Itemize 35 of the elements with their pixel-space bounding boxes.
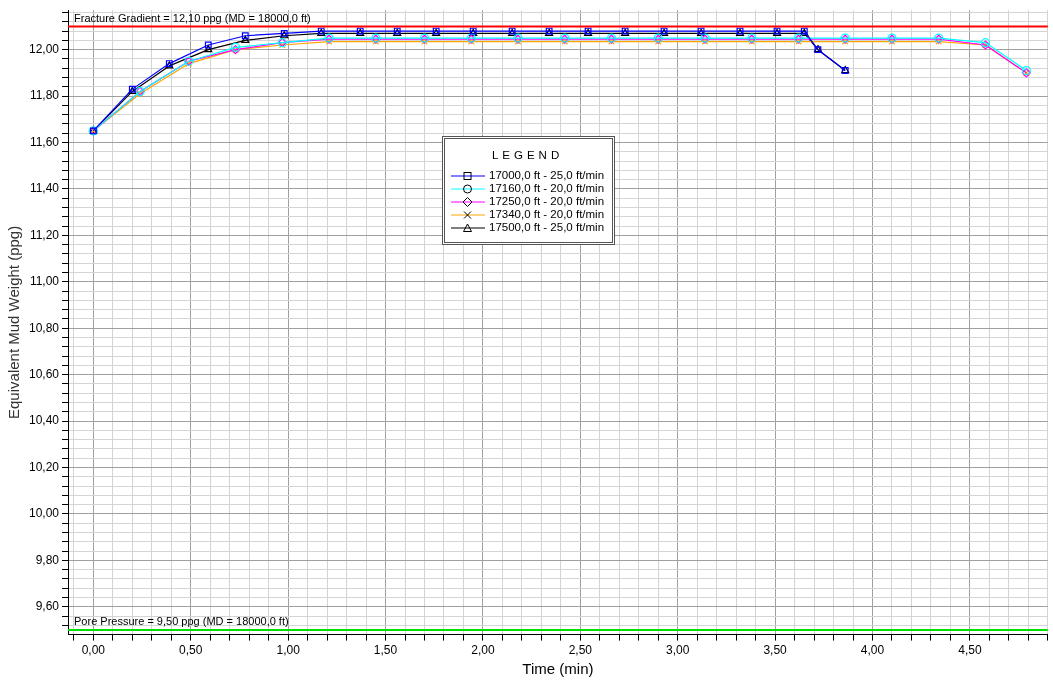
legend-label: 17160,0 ft - 20,0 ft/min <box>489 182 605 195</box>
y-tick-label: 10,60 <box>29 366 60 381</box>
x-tick-label: 3,50 <box>763 643 788 658</box>
legend-label: 17500,0 ft - 25,0 ft/min <box>489 221 605 234</box>
legend-title: LEGEND <box>490 149 565 161</box>
y-tick-label: 12,00 <box>29 41 60 56</box>
x-tick-label: 0,50 <box>179 643 203 658</box>
y-tick-label: 10,80 <box>29 320 60 335</box>
x-tick-label: 1,50 <box>373 643 398 658</box>
point <box>204 45 213 53</box>
x-tick-label: 0,00 <box>81 643 106 658</box>
x-tick-label: 3,00 <box>666 643 690 658</box>
y-tick-label: 11,60 <box>29 134 60 149</box>
y-tick-label: 11,20 <box>29 227 60 242</box>
y-tick-label: 11,40 <box>29 181 60 196</box>
x-tick-label: 4,50 <box>958 643 982 658</box>
y-tick-label: 10,20 <box>29 459 60 474</box>
x-tick-label: 2,00 <box>471 643 495 658</box>
y-axis-title: Equivalent Mud Weight (ppg) <box>5 225 23 419</box>
y-tick-label: 10,00 <box>29 506 60 521</box>
legend-label: 17340,0 ft - 20,0 ft/min <box>489 208 605 221</box>
ref-line-label: Fracture Gradient = 12,10 ppg (MD = 18000,0 ft) <box>74 11 311 24</box>
y-tick-label: 9,60 <box>35 599 60 614</box>
legend-label: 17000,0 ft - 25,0 ft/min <box>489 169 605 182</box>
x-tick-label: 4,00 <box>860 643 885 658</box>
y-tick-label: 9,80 <box>35 552 60 567</box>
y-tick-label: 11,00 <box>29 274 60 289</box>
legend-label: 17250,0 ft - 20,0 ft/min <box>489 195 605 208</box>
ref-line-label: Pore Pressure = 9,50 ppg (MD = 18000,0 ft) <box>74 615 289 628</box>
point <box>204 41 212 49</box>
y-tick-label: 10,40 <box>29 413 60 428</box>
y-tick-label: 11,80 <box>29 88 60 103</box>
x-tick-label: 1,00 <box>276 643 301 658</box>
x-axis-title: Time (min) <box>522 660 594 678</box>
x-tick-label: 2,50 <box>568 643 593 658</box>
